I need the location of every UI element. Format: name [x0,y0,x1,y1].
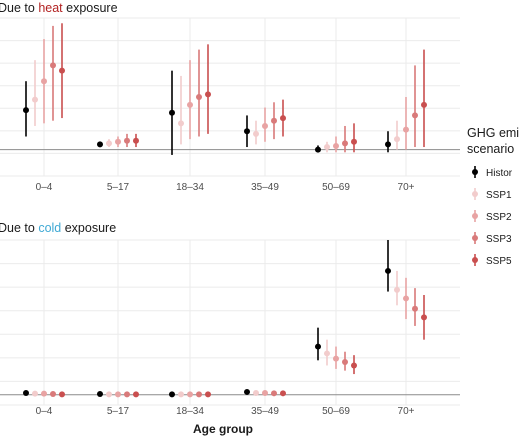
data-point [133,137,139,144]
data-point [394,136,400,143]
data-point [412,305,418,312]
data-point [253,130,259,137]
x-tick-label: 50–69 [322,182,350,193]
data-point [169,391,175,398]
x-tick-label: 35–49 [251,182,279,193]
data-point [333,142,339,149]
data-point [23,107,29,114]
data-point [403,295,409,302]
data-point [385,267,391,274]
data-point [324,144,330,151]
data-point [205,91,211,98]
data-point [23,389,29,396]
data-point [97,141,103,148]
data-point [41,390,47,397]
data-point [271,117,277,124]
data-point [244,388,250,395]
data-point [342,359,348,366]
data-point [351,138,357,145]
legend-label: SSP3 [486,234,512,245]
legend-label: SSP2 [486,212,512,223]
data-point [421,101,427,108]
legend-label: SSP1 [486,190,512,201]
x-tick-label: 0–4 [36,406,53,417]
data-point [124,137,130,144]
data-point [97,391,103,397]
data-point [59,391,65,398]
data-point [50,391,56,397]
data-point [403,126,409,133]
legend-key-point [472,257,478,263]
data-point [169,109,175,116]
data-point [41,78,47,85]
data-point [351,362,357,369]
data-point [244,128,250,135]
data-point [32,390,38,397]
x-axis-title: Age group [193,422,253,436]
data-point [124,391,130,398]
data-point [187,101,193,108]
legend-key-point [472,169,478,175]
data-point [59,67,65,74]
data-point [115,391,121,398]
x-tick-label: 5–17 [107,182,130,193]
data-point [133,391,139,398]
x-tick-label: 50–69 [322,406,350,417]
data-point [115,138,121,145]
data-point [106,391,112,398]
data-point [50,62,56,69]
legend-key-point [472,235,478,241]
data-point [178,391,184,398]
data-point [253,389,259,396]
data-point [262,122,268,129]
heat-panel: 0–4 5–17 18–34 35–49 50–69 70+ [0,17,460,193]
data-point [196,94,202,100]
data-point [271,390,277,397]
data-point [342,140,348,147]
data-point [262,389,268,396]
data-point [280,390,286,397]
data-point [315,146,321,153]
data-point [385,141,391,148]
legend-label: Histor [486,168,513,179]
legend-label: SSP5 [486,256,512,267]
x-tick-label: 35–49 [251,406,279,417]
data-point [394,286,400,293]
x-tick-label: 5–17 [107,406,130,417]
legend: GHG emi scenario Histor SSP1 SSP2 SSP3 SSP5 [467,126,519,267]
heat-panel-title: Due to heat exposure [0,1,118,15]
x-tick-label: 70+ [398,182,415,193]
x-tick-label: 18–34 [176,406,204,417]
data-point [187,391,193,398]
data-point [196,391,202,398]
legend-key-point [472,191,478,197]
data-point [178,120,184,127]
data-point [280,115,286,122]
data-point [412,112,418,119]
legend-title-line2: scenario [467,142,514,156]
data-point [333,355,339,362]
cold-panel-title: Due to cold exposure [0,221,116,235]
data-point [421,314,427,321]
legend-key-point [472,213,478,219]
data-point [324,350,330,357]
data-point [315,343,321,350]
data-point [32,96,38,103]
x-tick-label: 18–34 [176,182,204,193]
data-point [205,391,211,398]
x-tick-label: 70+ [398,406,415,417]
cold-panel: 0–4 5–17 18–34 35–49 50–69 70+ [0,239,460,417]
data-point [106,140,112,147]
legend-title-line1: GHG emi [467,126,519,140]
x-tick-label: 0–4 [36,182,53,193]
